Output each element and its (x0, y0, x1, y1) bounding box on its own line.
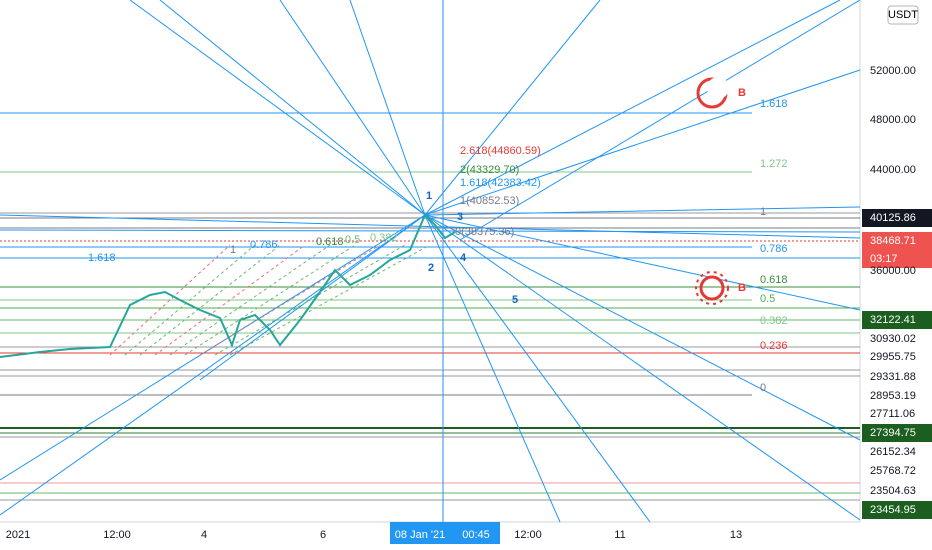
fan-line (424, 214, 861, 441)
logo-moon (696, 77, 729, 109)
wave-label: 5 (512, 294, 518, 306)
wave-label: 1 (426, 190, 432, 202)
fib-label: 0.618 (760, 274, 788, 286)
time-label: 2021 (6, 529, 30, 541)
logo-b: B (738, 282, 746, 294)
channel-label: 1 (230, 244, 236, 256)
fan-line (459, 0, 861, 241)
time-label: 6 (320, 529, 326, 541)
time-label: 12:00 (103, 529, 131, 541)
price-label: 30930.02 (870, 333, 916, 345)
wave-label: 3 (457, 211, 463, 223)
price-label: 03:17 (870, 253, 898, 265)
fan-line (0, 214, 426, 516)
channel-line (199, 244, 381, 356)
price-label-box (862, 209, 932, 227)
fib-label: 0.786 (760, 243, 788, 255)
fan-line (279, 0, 426, 216)
fan-line (129, 0, 426, 216)
price-label: 28953.19 (870, 390, 916, 402)
time-label: 00:45 (462, 529, 490, 541)
fan-line (159, 0, 426, 216)
fib-extension-label: 1(40852.53) (460, 195, 519, 207)
channel-line (229, 244, 431, 356)
time-label: 08 Jan '21 (395, 529, 445, 541)
wave-label: 4 (460, 252, 467, 264)
fan-line (424, 206, 861, 216)
price-label: 27711.06 (870, 408, 915, 420)
channel-label: 0.5 (345, 234, 360, 246)
fan-line (424, 214, 861, 521)
fan-line (424, 69, 861, 216)
logo-b: B (738, 87, 746, 99)
fib-label: 1 (760, 206, 766, 218)
fib-label: 0 (760, 382, 766, 394)
fib-label: 0.382 (760, 315, 788, 327)
fib-label: 1.272 (760, 158, 788, 170)
price-label-box (862, 250, 932, 268)
fan-line (424, 214, 561, 523)
price-label: 38468.71 (870, 235, 916, 247)
fan-line (0, 214, 861, 239)
channel-line (154, 244, 306, 356)
fan-line (0, 229, 861, 233)
time-highlight (390, 522, 500, 544)
wave-label: 2 (428, 262, 434, 274)
fan-line (424, 0, 841, 216)
price-label: 44000.00 (870, 164, 916, 176)
channel-line (124, 244, 256, 356)
price-label: 25768.72 (870, 465, 916, 477)
channel-label: 1.618 (88, 252, 116, 264)
price-path (0, 213, 456, 358)
price-label: 29331.88 (870, 371, 916, 383)
time-label: 12:00 (514, 529, 542, 541)
price-label-box (862, 232, 932, 250)
fib-label: 1.618 (760, 98, 788, 110)
fib-extension-label: 1.618(42383.42) (460, 177, 541, 189)
price-label: 52000.00 (870, 65, 916, 77)
price-label: 40125.86 (870, 212, 916, 224)
price-label-box (862, 501, 932, 519)
currency-button[interactable] (887, 5, 919, 25)
fan-line (424, 214, 651, 523)
time-label: 11 (614, 529, 625, 541)
channel-line (184, 244, 356, 356)
time-label: 13 (730, 529, 742, 541)
price-label: 48000.00 (870, 114, 916, 126)
time-label: 4 (201, 529, 207, 541)
price-label-box (862, 424, 932, 442)
channel-line (169, 244, 331, 356)
fib-extension-label: 0(38375.36) (455, 226, 514, 238)
price-label: 23454.95 (870, 504, 916, 516)
price-label: 26152.34 (870, 446, 916, 458)
fib-extension-label: 2(43329.70) (460, 164, 519, 176)
fan-line (199, 214, 426, 381)
fib-label: 0.236 (760, 340, 788, 352)
currency[interactable]: USDT (888, 9, 918, 21)
price-label: 36000.00 (870, 265, 916, 277)
price-label-box (862, 311, 932, 329)
price-label: 23504.63 (870, 485, 916, 497)
logo-sun (695, 271, 729, 305)
fan-line (424, 0, 601, 216)
fib-extension-label: 2.618(44860.59) (460, 145, 541, 157)
channel-line (214, 244, 406, 356)
fib-label: 0.5 (760, 293, 775, 305)
price-label: 27394.75 (870, 427, 916, 439)
fan-line (349, 0, 426, 216)
channel-label: 0.382 (370, 232, 398, 244)
price-label: 32122.41 (870, 314, 916, 326)
channel-label: 0.618 (316, 236, 344, 248)
channel-label: 0.786 (250, 239, 278, 251)
price-label: 29955.75 (870, 351, 916, 363)
